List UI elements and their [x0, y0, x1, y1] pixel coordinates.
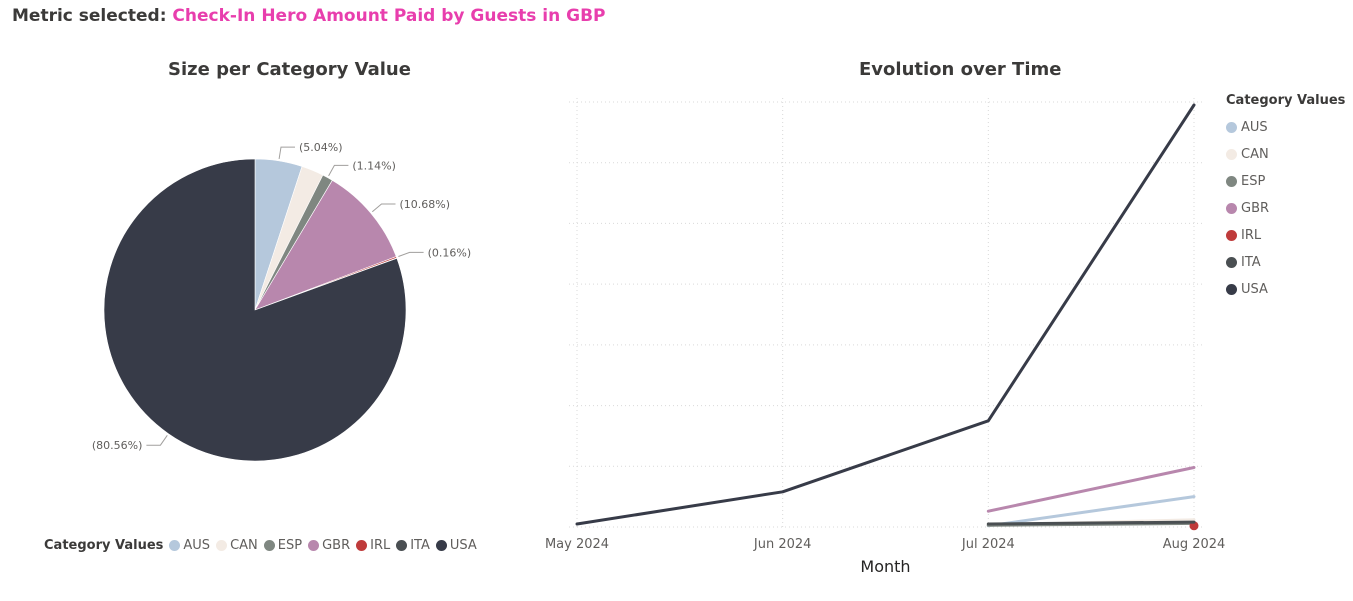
legend-marker: [356, 540, 368, 551]
x-tick-label-jun-2024: Jun 2024: [753, 537, 812, 552]
line-series-aus: [986, 495, 1196, 528]
line-legend-item-irl[interactable]: IRL: [1226, 222, 1345, 249]
x-axis-title: Month: [860, 557, 910, 576]
legend-label: USA: [449, 538, 477, 553]
pie-legend-item-esp[interactable]: ESP: [263, 538, 303, 553]
line-series-usa: [575, 103, 1196, 526]
line-legend-item-aus[interactable]: AUS: [1226, 114, 1345, 141]
legend-marker: [1226, 284, 1237, 295]
pie-data-label-aus: (5.04%): [299, 141, 343, 154]
pie-leader-line-usa: [146, 435, 168, 446]
legend-marker: [1226, 230, 1237, 241]
pie-chart-title: Size per Category Value: [168, 59, 411, 80]
legend-marker: [435, 540, 447, 551]
pie-legend-item-ita[interactable]: ITA: [396, 538, 430, 553]
legend-marker: [1226, 149, 1237, 160]
metric-label: Metric selected:: [12, 6, 167, 26]
legend-label: CAN: [230, 538, 258, 553]
pie-leader-line-gbr: [371, 203, 396, 213]
line-legend-item-can[interactable]: CAN: [1226, 141, 1345, 168]
metric-value[interactable]: Check-In Hero Amount Paid by Guests in G…: [172, 6, 606, 26]
legend-label: ITA: [410, 538, 430, 553]
legend-marker: [1226, 257, 1237, 268]
line-legend-title: Category Values: [1226, 93, 1346, 108]
line-legend: Category Values AUS CAN ESP GBR IRL ITA USA: [1226, 93, 1345, 303]
legend-label: AUS: [183, 538, 211, 553]
legend-label: USA: [1241, 282, 1268, 297]
legend-label: ITA: [1241, 255, 1261, 270]
pie-data-label-usa: (80.56%): [92, 439, 143, 452]
legend-label: GBR: [322, 538, 351, 553]
pie-legend-item-aus[interactable]: AUS: [169, 538, 210, 553]
pie-legend-item-gbr[interactable]: GBR: [308, 538, 350, 553]
x-tick-label-may-2024: May 2024: [545, 537, 609, 552]
legend-marker: [1226, 122, 1237, 133]
line-legend-item-usa[interactable]: USA: [1226, 276, 1345, 303]
line-legend-item-esp[interactable]: ESP: [1226, 168, 1345, 195]
line-chart-title: Evolution over Time: [859, 59, 1062, 80]
pie-data-label-esp: (1.14%): [352, 159, 396, 172]
legend-label: AUS: [1241, 120, 1268, 135]
legend-label: IRL: [1241, 228, 1262, 243]
pie-leader-line-aus: [278, 146, 295, 159]
x-tick-label-aug-2024: Aug 2024: [1163, 537, 1226, 552]
pie-slice-gbr: [254, 179, 397, 311]
legend-marker: [308, 540, 320, 551]
pie-data-label-irl: (0.16%): [428, 246, 472, 259]
pie-legend-title: Category Values: [44, 538, 164, 553]
legend-marker: [169, 540, 181, 551]
legend-label: CAN: [1241, 147, 1269, 162]
line-series-gbr: [986, 466, 1196, 513]
legend-label: ESP: [1241, 174, 1266, 189]
legend-marker: [263, 540, 275, 551]
legend-label: ESP: [277, 538, 303, 553]
pie-legend-item-usa[interactable]: USA: [435, 538, 477, 553]
pie-legend: Category Values AUS CAN ESP GBR IRL ITA USA: [44, 538, 483, 553]
pie-leader-line-esp: [328, 164, 349, 177]
legend-label: GBR: [1241, 201, 1270, 216]
metric-selected: Metric selected: Check-In Hero Amount Pa…: [12, 6, 606, 26]
pie-legend-item-irl[interactable]: IRL: [356, 538, 390, 553]
legend-label: IRL: [370, 538, 391, 553]
pie-legend-item-can[interactable]: CAN: [216, 538, 258, 553]
x-tick-label-jul-2024: Jul 2024: [961, 537, 1015, 552]
legend-marker: [1226, 176, 1237, 187]
line-legend-item-gbr[interactable]: GBR: [1226, 195, 1345, 222]
pie-slice-usa: [103, 158, 407, 462]
legend-marker: [396, 540, 408, 551]
legend-marker: [216, 540, 228, 551]
legend-marker: [1226, 203, 1237, 214]
line-series-ita: [986, 520, 1196, 526]
line-legend-item-ita[interactable]: ITA: [1226, 249, 1345, 276]
pie-leader-line-irl: [398, 251, 424, 257]
pie-data-label-gbr: (10.68%): [400, 198, 451, 211]
